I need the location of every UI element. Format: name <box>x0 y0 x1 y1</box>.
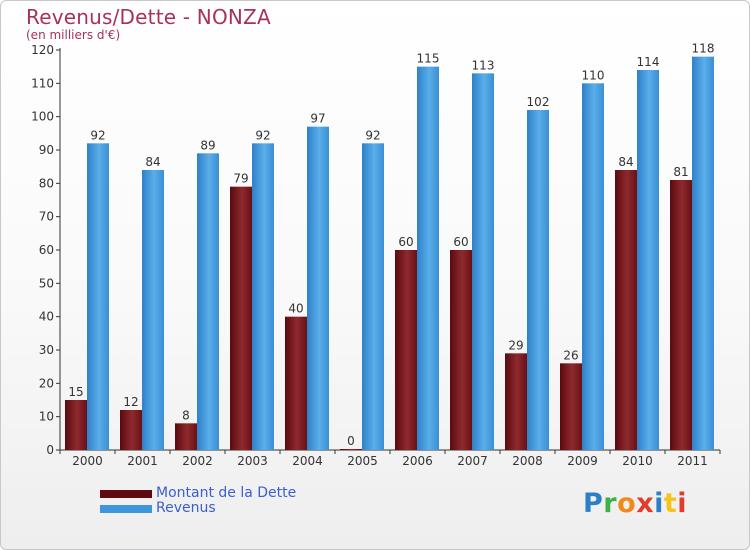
bar-dette-2002 <box>175 423 197 450</box>
data-label-revenus-2006: 115 <box>417 52 440 66</box>
data-label-revenus-2008: 102 <box>527 95 550 109</box>
data-label-revenus-2004: 97 <box>310 112 325 126</box>
legend-swatch-revenus <box>100 505 152 513</box>
bar-dette-2007 <box>450 250 472 450</box>
y-tick-label: 100 <box>31 110 54 124</box>
data-label-dette-2004: 40 <box>288 302 303 316</box>
bar-revenus-2002 <box>197 153 219 451</box>
x-tick-label: 2008 <box>512 454 543 468</box>
data-label-dette-2007: 60 <box>453 235 468 249</box>
data-label-dette-2002: 8 <box>182 408 190 422</box>
data-label-revenus-2000: 92 <box>90 128 105 142</box>
data-label-dette-2011: 81 <box>673 165 688 179</box>
bar-revenus-2010 <box>637 70 659 450</box>
bar-revenus-2008 <box>527 110 549 450</box>
data-label-revenus-2009: 110 <box>582 68 605 82</box>
y-tick-label: 90 <box>39 143 54 157</box>
bars <box>65 56 714 451</box>
bar-revenus-2003 <box>252 143 274 451</box>
data-label-revenus-2005: 92 <box>365 128 380 142</box>
logo-letter: P <box>583 488 604 519</box>
bar-revenus-2001 <box>142 170 164 450</box>
x-tick-label: 2003 <box>237 454 268 468</box>
legend-swatch-debt <box>100 490 152 498</box>
proxiti-logo: Proxiti <box>583 488 687 519</box>
bar-revenus-2000 <box>87 143 109 451</box>
data-label-revenus-2003: 92 <box>255 128 270 142</box>
logo-letter: i <box>654 488 664 519</box>
data-label-dette-2000: 15 <box>68 385 83 399</box>
legend-label-revenus: Revenus <box>156 500 216 516</box>
data-label-dette-2006: 60 <box>398 235 413 249</box>
y-tick-label: 40 <box>39 310 54 324</box>
logo-letter: r <box>603 488 618 519</box>
bar-revenus-2004 <box>307 126 329 451</box>
data-label-revenus-2011: 118 <box>692 42 715 56</box>
y-tick-label: 20 <box>39 376 54 390</box>
data-label-dette-2008: 29 <box>508 338 523 352</box>
y-tick-label: 50 <box>39 276 54 290</box>
bar-revenus-2011 <box>692 56 714 451</box>
data-labels: 15 12 8 79 40 0 60 60 29 26 84 81 92 84 89 92 97 92 115 113… <box>68 42 714 448</box>
x-tick-label: 2005 <box>347 454 378 468</box>
y-tick-label: 30 <box>39 343 54 357</box>
logo-letter: o <box>617 488 637 519</box>
x-tick-label: 2009 <box>567 454 598 468</box>
x-tick-label: 2004 <box>292 454 323 468</box>
bar-dette-2011 <box>670 180 692 450</box>
bar-dette-2009 <box>560 363 582 450</box>
data-label-revenus-2002: 89 <box>200 138 215 152</box>
y-tick-label: 80 <box>39 176 54 190</box>
bar-revenus-2006 <box>417 66 439 451</box>
legend-label-debt: Montant de la Dette <box>156 485 297 501</box>
logo-letter: i <box>677 488 688 519</box>
data-label-dette-2005: 0 <box>347 434 355 448</box>
bar-revenus-2007 <box>472 73 494 450</box>
bar-dette-2004 <box>285 316 307 450</box>
x-tick-label: 2002 <box>182 454 213 468</box>
y-tick-label: 10 <box>39 410 54 424</box>
bar-dette-2003 <box>230 186 252 450</box>
data-label-dette-2009: 26 <box>563 348 578 362</box>
data-label-dette-2003: 79 <box>233 172 248 186</box>
bar-dette-2000 <box>65 400 87 450</box>
data-label-dette-2001: 12 <box>123 395 138 409</box>
x-tick-label: 2007 <box>457 454 488 468</box>
y-tick-label: 0 <box>46 443 54 457</box>
bar-revenus-2009 <box>582 83 604 450</box>
y-tick-label: 70 <box>39 210 54 224</box>
x-tick-label: 2010 <box>622 454 653 468</box>
data-label-dette-2010: 84 <box>618 155 633 169</box>
chart-subtitle: (en milliers d'€) <box>26 28 121 42</box>
x-tick-label: 2006 <box>402 454 433 468</box>
x-tick-label: 2001 <box>127 454 158 468</box>
bar-dette-2006 <box>395 250 417 450</box>
data-label-revenus-2007: 113 <box>472 58 495 72</box>
logo-letter: t <box>663 488 678 519</box>
logo-letter: x <box>636 488 655 519</box>
bar-dette-2008 <box>505 353 527 450</box>
data-label-revenus-2010: 114 <box>637 55 660 69</box>
x-tick-label: 2011 <box>677 454 708 468</box>
x-tick-label: 2000 <box>72 454 103 468</box>
y-tick-label: 60 <box>39 243 54 257</box>
bar-revenus-2005 <box>362 143 384 451</box>
y-tick-label: 110 <box>31 76 54 90</box>
y-tick-label: 120 <box>31 43 54 57</box>
bar-dette-2001 <box>120 410 142 450</box>
bar-dette-2010 <box>615 170 637 450</box>
data-label-revenus-2001: 84 <box>145 155 160 169</box>
bar-dette-2005 <box>340 449 362 450</box>
chart-title: Revenus/Dette - NONZA <box>26 5 271 29</box>
